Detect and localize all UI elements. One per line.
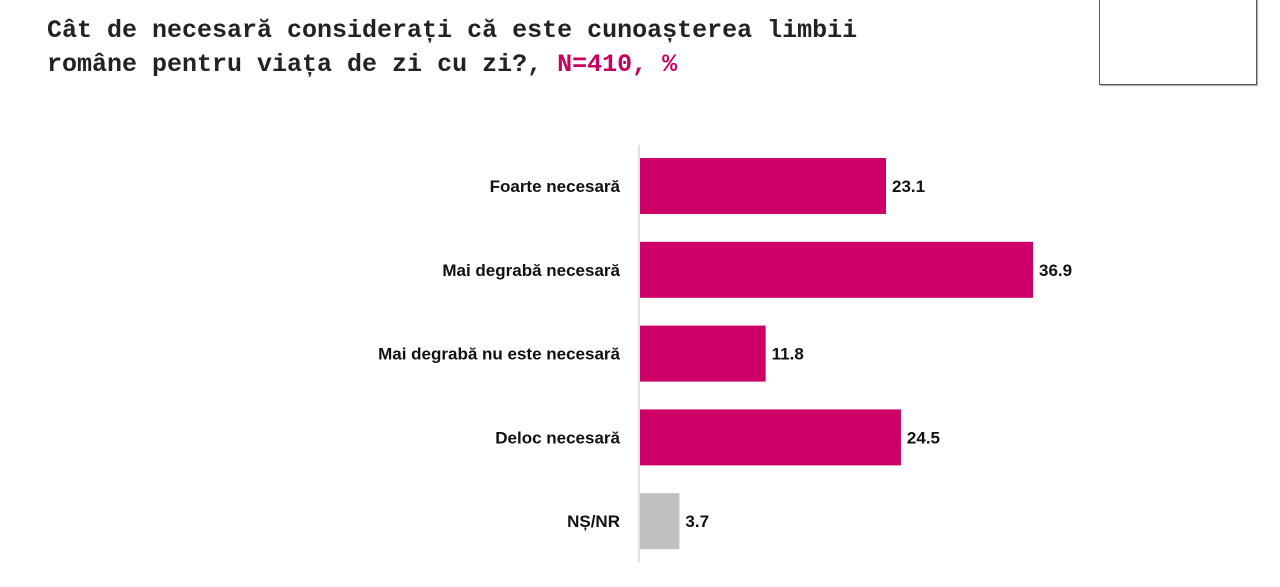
logo-placeholder-box <box>1099 0 1257 85</box>
category-label: Mai degrabă nu este necesară <box>378 345 620 364</box>
category-label: Deloc necesară <box>495 428 620 447</box>
bar-0 <box>640 158 887 214</box>
value-label: 3.7 <box>685 512 709 531</box>
category-label: Mai degrabă necesară <box>442 261 620 280</box>
value-label: 11.8 <box>772 345 804 364</box>
value-label: 23.1 <box>892 177 925 196</box>
value-label: 36.9 <box>1039 261 1072 280</box>
category-label: Foarte necesară <box>490 177 621 196</box>
category-label: NȘ/NR <box>567 512 620 531</box>
title-line-1: Cât de necesară considerați că este cuno… <box>47 16 858 45</box>
bar-2 <box>640 325 766 382</box>
bar-1 <box>640 241 1033 298</box>
sample-size: N=410, % <box>542 50 678 79</box>
bar-3 <box>640 409 901 466</box>
title-line-2: române pentru viața de zi cu zi?, <box>47 50 543 79</box>
bar-4 <box>640 493 680 550</box>
chart-title: Cât de necesară considerați că este cuno… <box>47 14 857 82</box>
value-label: 24.5 <box>907 428 940 447</box>
